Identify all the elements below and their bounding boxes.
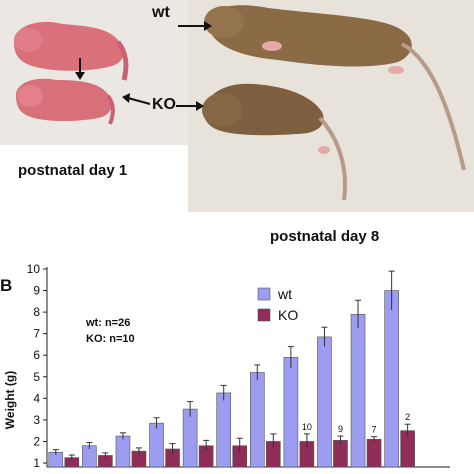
ko-bar xyxy=(366,438,382,468)
ko-photo-label: KO xyxy=(152,96,176,113)
photo-day8-pups xyxy=(188,0,474,212)
bars: 10 9 7 2 xyxy=(48,270,415,468)
y-tick-label: 4 xyxy=(33,391,40,405)
legend-label-wt: wt xyxy=(277,286,292,302)
arrow-icon xyxy=(75,58,85,80)
legend: wt KO xyxy=(257,286,298,323)
wt-bar xyxy=(283,357,299,468)
wt-bar xyxy=(350,313,366,468)
day1-caption: postnatal day 1 xyxy=(18,162,128,179)
weight-bar-chart: 1 2 3 4 5 6 7 8 9 10 10 9 7 2 wt KO Weight (g) wt: n=… xyxy=(3,262,450,470)
arrow-icon xyxy=(178,21,212,31)
panel-label: B xyxy=(0,276,13,295)
y-tick-label: 7 xyxy=(33,327,40,341)
legend-label-ko: KO xyxy=(278,307,298,323)
y-tick-label: 3 xyxy=(33,413,40,427)
bar-annotation: 9 xyxy=(338,424,343,434)
y-tick-label: 2 xyxy=(33,434,40,448)
y-tick-label: 9 xyxy=(33,284,40,298)
annotation-n-ko: KO: n=10 xyxy=(86,333,135,345)
wt-bar xyxy=(249,372,265,468)
legend-swatch-ko xyxy=(257,308,271,322)
y-tick-label: 1 xyxy=(33,456,40,470)
day8-pups-illustration xyxy=(202,5,466,201)
wt-bar xyxy=(182,408,198,468)
y-tick-label: 6 xyxy=(33,348,40,362)
bar-annotation: 2 xyxy=(405,412,410,422)
wt-bar xyxy=(149,422,164,468)
wt-bar xyxy=(216,392,232,468)
arrow-icon xyxy=(122,93,151,105)
axes: 1 2 3 4 5 6 7 8 9 10 xyxy=(27,262,450,470)
wt-bar xyxy=(115,435,131,468)
y-tick-label: 8 xyxy=(33,305,40,319)
wt-bar xyxy=(317,336,332,468)
wt-photo-label: wt xyxy=(152,4,170,21)
day1-pups-illustration xyxy=(13,21,129,125)
y-tick-label: 10 xyxy=(27,262,41,276)
ko-pup-day1 xyxy=(15,78,115,125)
photo-arrows xyxy=(122,21,212,111)
annotation-n-wt: wt: n=26 xyxy=(85,317,130,329)
legend-swatch-wt xyxy=(257,287,271,301)
bar-annotation: 10 xyxy=(302,422,312,432)
day8-caption: postnatal day 8 xyxy=(270,228,380,245)
y-axis-label: Weight (g) xyxy=(3,371,17,429)
wt-pup-day8 xyxy=(204,5,466,171)
bar-annotation: 7 xyxy=(372,425,377,435)
y-tick-label: 5 xyxy=(33,370,40,384)
photo-day1-pups xyxy=(0,0,188,145)
ko-pup-day8 xyxy=(202,83,347,201)
wt-bar xyxy=(384,290,399,468)
arrow-icon xyxy=(176,101,204,111)
wt-pup-day1 xyxy=(13,21,129,81)
